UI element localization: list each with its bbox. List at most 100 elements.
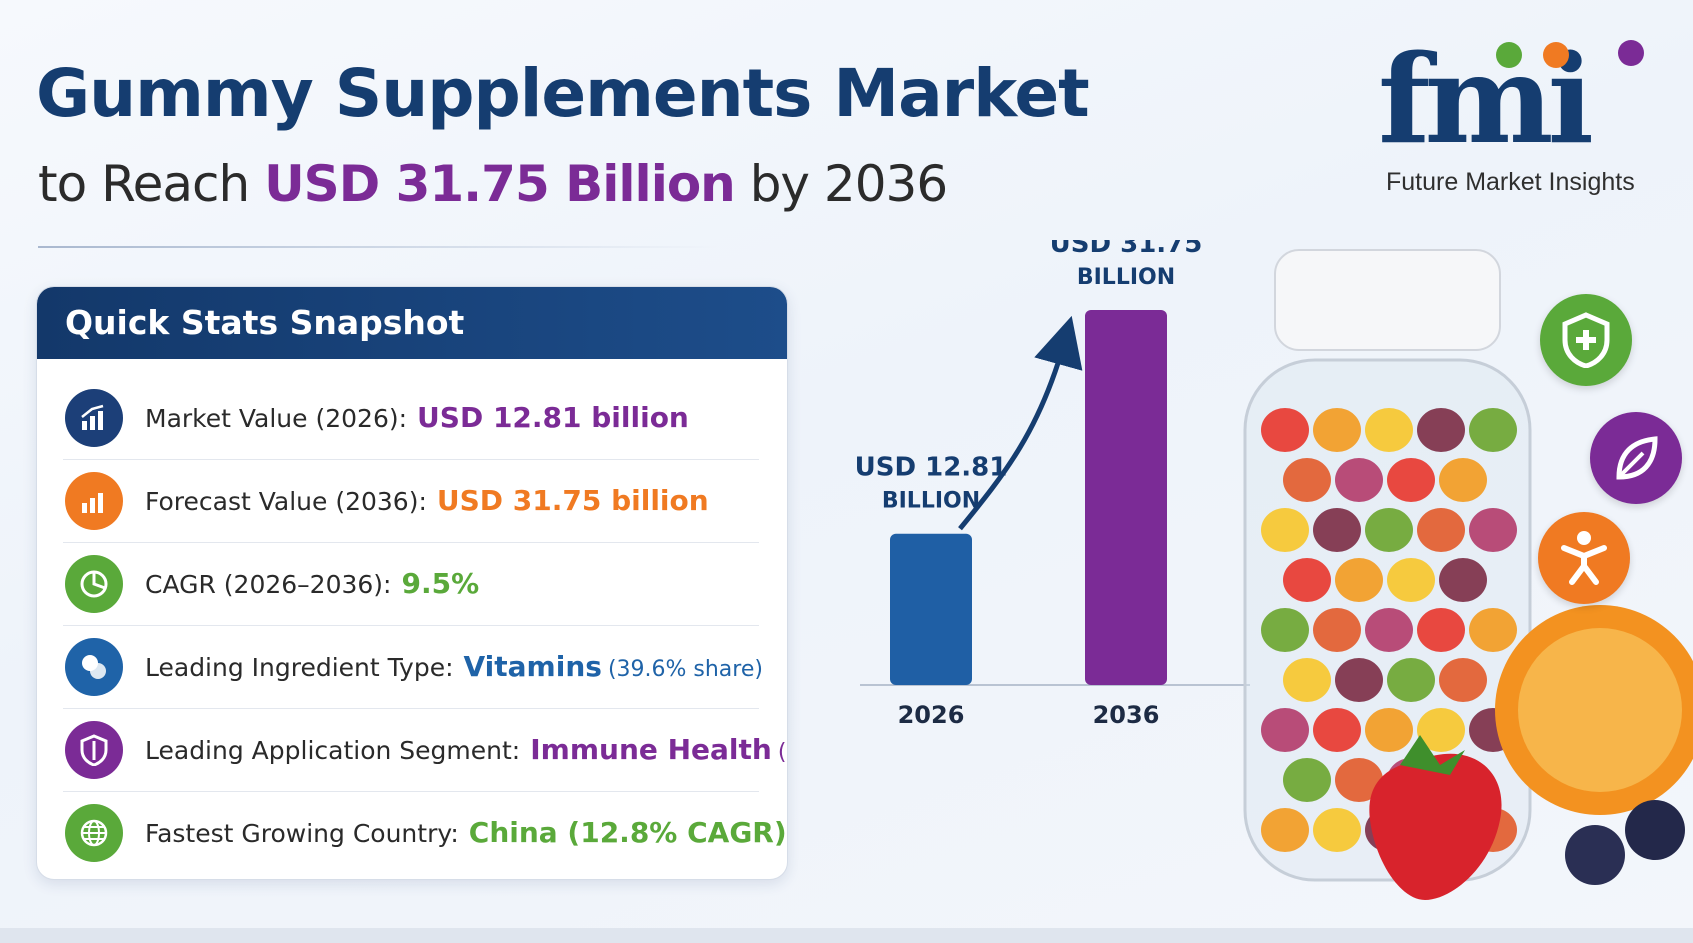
orange-flesh: [1518, 628, 1682, 792]
gummy-bear: [1335, 758, 1383, 802]
data-label: USD 12.81: [855, 453, 1008, 483]
stat-value: USD 31.75 billion: [436, 484, 709, 517]
page-subtitle: to Reach USD 31.75 Billion by 2036: [38, 155, 948, 213]
gummy-bear: [1365, 708, 1413, 752]
gummy-bear: [1387, 458, 1435, 502]
logo-dot-green: [1496, 42, 1522, 68]
stat-row: Leading Application Segment: Immune Healt…: [63, 709, 787, 792]
gummy-bear: [1469, 608, 1517, 652]
stat-label: Fastest Growing Country:: [145, 819, 459, 848]
shield-icon: [65, 721, 123, 779]
leaf-icon: [1590, 412, 1682, 504]
market-bar-chart: 2026 USD 12.81 BILLION 2036 USD 31.75 BILLION: [855, 240, 1250, 729]
stat-row: Forecast Value (2036): USD 31.75 billion: [63, 460, 759, 543]
gummy-bear: [1365, 608, 1413, 652]
stat-value: China (12.8% CAGR): [468, 816, 787, 849]
stat-share: (28.6% share): [777, 740, 787, 765]
gummy-bear: [1313, 708, 1361, 752]
jar-lid: [1274, 249, 1501, 351]
stat-value: USD 12.81 billion: [417, 401, 689, 434]
subtitle-suffix: by 2036: [749, 155, 948, 213]
gummy-bear: [1261, 808, 1309, 852]
gummy-bear: [1313, 808, 1361, 852]
gummy-bear: [1417, 508, 1465, 552]
quick-stats-title: Quick Stats Snapshot: [37, 287, 787, 359]
gummy-bear: [1417, 608, 1465, 652]
growth-arrow: [958, 315, 1083, 531]
stat-text: Leading Ingredient Type: Vitamins (39.6% s…: [145, 650, 763, 683]
gummy-bear: [1417, 708, 1465, 752]
shield-plus-icon: [1540, 294, 1632, 386]
subtitle-highlight: USD 31.75 Billion: [264, 155, 736, 213]
gummy-bear: [1283, 558, 1331, 602]
stat-value: 9.5%: [401, 567, 480, 600]
gummy-bear: [1335, 458, 1383, 502]
stat-label: Forecast Value (2036):: [145, 487, 427, 516]
data-label: USD 31.75: [1050, 240, 1203, 259]
forecast-chart-icon: [65, 472, 123, 530]
pill-icon: [65, 638, 123, 696]
strawberry-leaves: [1400, 735, 1465, 775]
gummy-bear: [1261, 608, 1309, 652]
footer-strip: [0, 928, 1693, 943]
stat-share: (39.6% share): [607, 657, 763, 682]
stat-row: CAGR (2026–2036): 9.5%: [63, 543, 759, 626]
gummy-bear: [1417, 408, 1465, 452]
logo-dot-orange: [1543, 42, 1569, 68]
x-tick-label: 2036: [1093, 701, 1160, 729]
gummy-bear: [1439, 558, 1487, 602]
gummy-bear: [1261, 708, 1309, 752]
subtitle-prefix: to Reach: [38, 155, 250, 213]
gummy-bear: [1313, 408, 1361, 452]
gummy-bear: [1283, 458, 1331, 502]
stat-label: Market Value (2026):: [145, 404, 408, 433]
globe-icon: [65, 804, 123, 862]
x-tick-label: 2026: [898, 701, 965, 729]
pie-chart-icon: [65, 555, 123, 613]
gummy-bear: [1365, 408, 1413, 452]
logo-dot-purple: [1618, 40, 1644, 66]
stat-label: Leading Application Segment:: [145, 736, 521, 765]
blueberry: [1625, 800, 1685, 860]
blueberry: [1565, 825, 1625, 885]
gummy-bear: [1469, 508, 1517, 552]
stat-text: CAGR (2026–2036): 9.5%: [145, 567, 479, 600]
gummy-bear: [1283, 758, 1331, 802]
person-icon: [1538, 512, 1630, 604]
stat-value: Immune Health: [530, 733, 772, 766]
gummy-bear: [1439, 658, 1487, 702]
stat-row: Market Value (2026): USD 12.81 billion: [63, 377, 759, 460]
stat-label: Leading Ingredient Type:: [145, 653, 454, 682]
gummy-bear: [1313, 608, 1361, 652]
gummy-jar-illustration: [1243, 249, 1693, 900]
chart-up-icon: [65, 389, 123, 447]
stat-text: Forecast Value (2036): USD 31.75 billion: [145, 484, 709, 517]
gummy-bear: [1387, 658, 1435, 702]
stat-row: Leading Ingredient Type: Vitamins (39.6% s…: [63, 626, 763, 709]
gummy-bear: [1365, 508, 1413, 552]
gummy-bear: [1261, 508, 1309, 552]
bar-2036: [1085, 310, 1167, 685]
title-divider: [38, 246, 718, 248]
gummy-bear: [1335, 558, 1383, 602]
gummy-bear: [1335, 658, 1383, 702]
gummy-bear: [1313, 508, 1361, 552]
stat-row: Fastest Growing Country: China (12.8% CAG…: [63, 792, 787, 874]
stat-text: Leading Application Segment: Immune Healt…: [145, 733, 787, 766]
jar-gummies: [1261, 408, 1517, 852]
stat-label: CAGR (2026–2036):: [145, 570, 392, 599]
stat-value: Vitamins: [463, 650, 602, 683]
quick-stats-panel: Quick Stats Snapshot Market Value (2026)…: [36, 286, 788, 880]
gummy-bear: [1261, 408, 1309, 452]
data-label: BILLION: [882, 489, 980, 514]
gummy-bear: [1469, 408, 1517, 452]
fmi-logo: fmi Future Market Insights: [1378, 38, 1668, 208]
gummy-bear: [1283, 658, 1331, 702]
stat-text: Market Value (2026): USD 12.81 billion: [145, 401, 689, 434]
bar-2026: [890, 533, 972, 685]
logo-caption: Future Market Insights: [1386, 168, 1635, 196]
strawberry: [1369, 753, 1502, 900]
data-label: BILLION: [1077, 265, 1175, 290]
stat-text: Fastest Growing Country: China (12.8% CAG…: [145, 816, 787, 849]
gummy-bear: [1387, 558, 1435, 602]
